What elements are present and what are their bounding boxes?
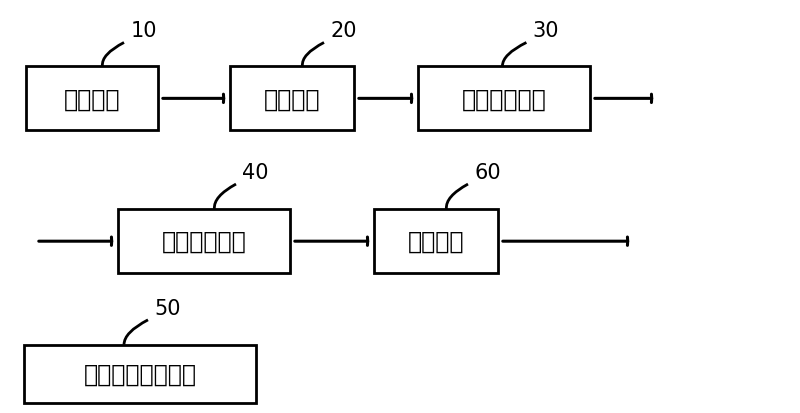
Text: 高频电弧系统: 高频电弧系统 xyxy=(162,230,246,254)
Text: 压缩空气供给系统: 压缩空气供给系统 xyxy=(83,362,197,386)
Text: 50: 50 xyxy=(154,298,181,318)
Text: 10: 10 xyxy=(130,21,157,41)
Bar xyxy=(374,210,498,274)
Text: 电源系统: 电源系统 xyxy=(64,87,120,111)
Text: 20: 20 xyxy=(330,21,357,41)
Text: 30: 30 xyxy=(533,21,559,41)
Text: 熄融喷枪: 熄融喷枪 xyxy=(408,230,464,254)
Text: 60: 60 xyxy=(474,163,501,183)
Text: 40: 40 xyxy=(242,163,269,183)
Text: 高速输线系统: 高速输线系统 xyxy=(462,87,546,111)
Bar xyxy=(418,67,590,131)
Text: 控制系统: 控制系统 xyxy=(264,87,320,111)
Bar xyxy=(24,345,256,403)
Bar xyxy=(118,210,290,274)
Bar xyxy=(230,67,354,131)
Bar xyxy=(26,67,158,131)
